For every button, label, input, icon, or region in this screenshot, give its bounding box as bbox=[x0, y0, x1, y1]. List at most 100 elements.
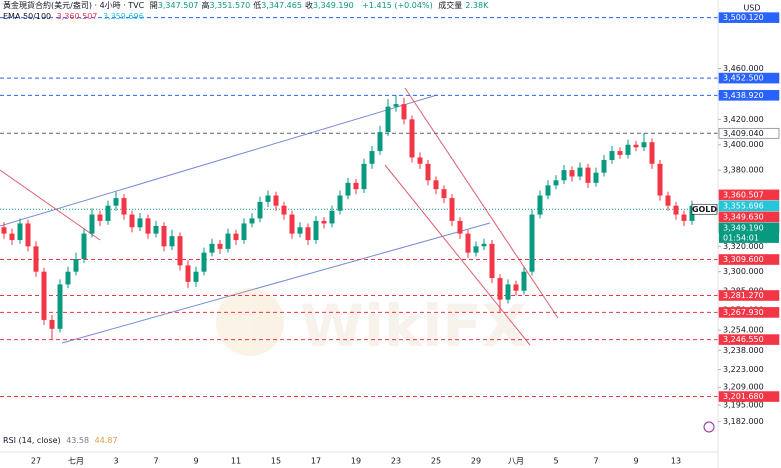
candle-body bbox=[169, 236, 175, 247]
x-tick-label: 7 bbox=[153, 457, 158, 466]
candle-body bbox=[401, 104, 407, 120]
rsi-name: RSI (14, close) bbox=[3, 436, 61, 445]
candle-body bbox=[281, 205, 287, 215]
candle-body bbox=[513, 284, 519, 291]
ohlc-value: 3,347.465 bbox=[261, 1, 302, 10]
candle-body bbox=[673, 205, 679, 215]
price-tag bbox=[718, 290, 780, 301]
y-tick-label: 3,238.000 bbox=[723, 346, 764, 355]
price-tag-label: 3,360.507 bbox=[723, 190, 764, 199]
candle-body bbox=[617, 151, 623, 155]
x-tick-label: 15 bbox=[271, 457, 281, 466]
candle-body bbox=[569, 170, 575, 177]
candle-body bbox=[577, 167, 583, 177]
x-tick-label: 7 bbox=[593, 457, 598, 466]
candle-body bbox=[201, 252, 207, 272]
y-tick-label: 3,380.000 bbox=[723, 166, 764, 175]
y-tick-label: 3,320.000 bbox=[723, 242, 764, 251]
candle-body bbox=[273, 195, 279, 206]
y-tick-label: 3,460.000 bbox=[723, 64, 764, 73]
candle-body bbox=[625, 144, 631, 155]
price-tag-label: 3,267.930 bbox=[723, 308, 764, 317]
price-tag-label: 3,500.120 bbox=[723, 13, 764, 22]
candle-body bbox=[457, 220, 463, 234]
candle-body bbox=[481, 243, 487, 247]
candle-body bbox=[425, 163, 431, 181]
x-tick-label: 25 bbox=[431, 457, 441, 466]
indicator-value: 3,360.507 bbox=[56, 12, 98, 21]
watermark-logo bbox=[216, 288, 284, 356]
candle-body bbox=[385, 106, 391, 133]
candle-body bbox=[257, 201, 263, 219]
candle-body bbox=[217, 243, 223, 249]
trend-line bbox=[0, 169, 101, 241]
candle-body bbox=[241, 223, 247, 240]
candle-body bbox=[57, 284, 63, 329]
watermark: WikiFX bbox=[300, 292, 527, 360]
y-tick-label: 3,182.000 bbox=[723, 417, 764, 426]
price-tag bbox=[718, 200, 780, 212]
ohlc-value: 3,349.190 bbox=[312, 1, 354, 10]
indicator-legend: EMA 50/100 3,360.507 3,359.696 bbox=[3, 12, 147, 22]
change: +1.415 (+0.04%) bbox=[362, 1, 433, 10]
candle-body bbox=[449, 198, 455, 221]
candles bbox=[1, 95, 703, 340]
candle-body bbox=[441, 189, 447, 199]
rsi-legend: RSI (14, close) 43.58 44.87 bbox=[3, 436, 121, 446]
candle-body bbox=[585, 167, 591, 183]
countdown: 01:54:01 bbox=[723, 233, 759, 242]
candle-body bbox=[489, 243, 495, 279]
price-tag bbox=[718, 12, 780, 23]
candle-body bbox=[641, 142, 647, 148]
candle-body bbox=[361, 163, 367, 190]
candle-body bbox=[225, 233, 231, 249]
price-tag bbox=[718, 254, 780, 265]
candle-body bbox=[105, 205, 111, 221]
y-tick-label: 3,195.000 bbox=[723, 401, 764, 410]
x-tick-label: 3 bbox=[113, 457, 118, 466]
price-tag-label: 3,438.920 bbox=[723, 91, 764, 100]
rsi-value: 43.58 bbox=[66, 436, 90, 445]
candle-body bbox=[345, 182, 351, 196]
currency-label: USD bbox=[743, 4, 760, 13]
candle-body bbox=[41, 271, 47, 320]
candle-body bbox=[129, 214, 135, 228]
candle-body bbox=[33, 246, 39, 272]
candle-body bbox=[297, 227, 303, 234]
x-tick-label: 七月 bbox=[68, 457, 84, 466]
ohlc-label: 開 bbox=[149, 1, 158, 10]
x-tick-label: 八月 bbox=[508, 457, 524, 466]
candle-body bbox=[393, 104, 399, 107]
alert-icon bbox=[703, 421, 715, 433]
ohlc-value: 3,347.507 bbox=[157, 1, 199, 10]
price-tag bbox=[718, 391, 780, 402]
candle-body bbox=[337, 195, 343, 211]
candle-body bbox=[537, 195, 543, 215]
price-tag-label: 3,309.600 bbox=[723, 255, 764, 264]
candle-body bbox=[329, 210, 335, 224]
candle-body bbox=[17, 223, 23, 240]
drawings bbox=[0, 87, 559, 346]
candle-body bbox=[113, 198, 119, 206]
candle-body bbox=[97, 214, 103, 221]
indicator-name: EMA 50/100 bbox=[3, 12, 52, 21]
volume: 2.38K bbox=[465, 1, 489, 10]
candle-body bbox=[353, 182, 359, 190]
candle-body bbox=[377, 132, 383, 152]
price-tag-label: 3,452.500 bbox=[723, 74, 764, 83]
candle-body bbox=[497, 278, 503, 300]
candle-body bbox=[561, 170, 567, 181]
candle-body bbox=[137, 218, 143, 228]
y-tick-label: 3,420.000 bbox=[723, 115, 764, 124]
candle-body bbox=[265, 195, 271, 202]
price-tag-label: 3,201.680 bbox=[723, 392, 764, 401]
price-tag bbox=[718, 334, 780, 345]
price-tag bbox=[718, 307, 780, 318]
candle-body bbox=[81, 233, 87, 260]
candle-body bbox=[185, 265, 191, 282]
candle-body bbox=[25, 223, 31, 247]
y-tick-label: 3,400.000 bbox=[723, 140, 764, 149]
ohlc-label: 高 bbox=[201, 1, 210, 10]
countdown-box bbox=[719, 232, 779, 243]
candle-body bbox=[193, 271, 199, 282]
